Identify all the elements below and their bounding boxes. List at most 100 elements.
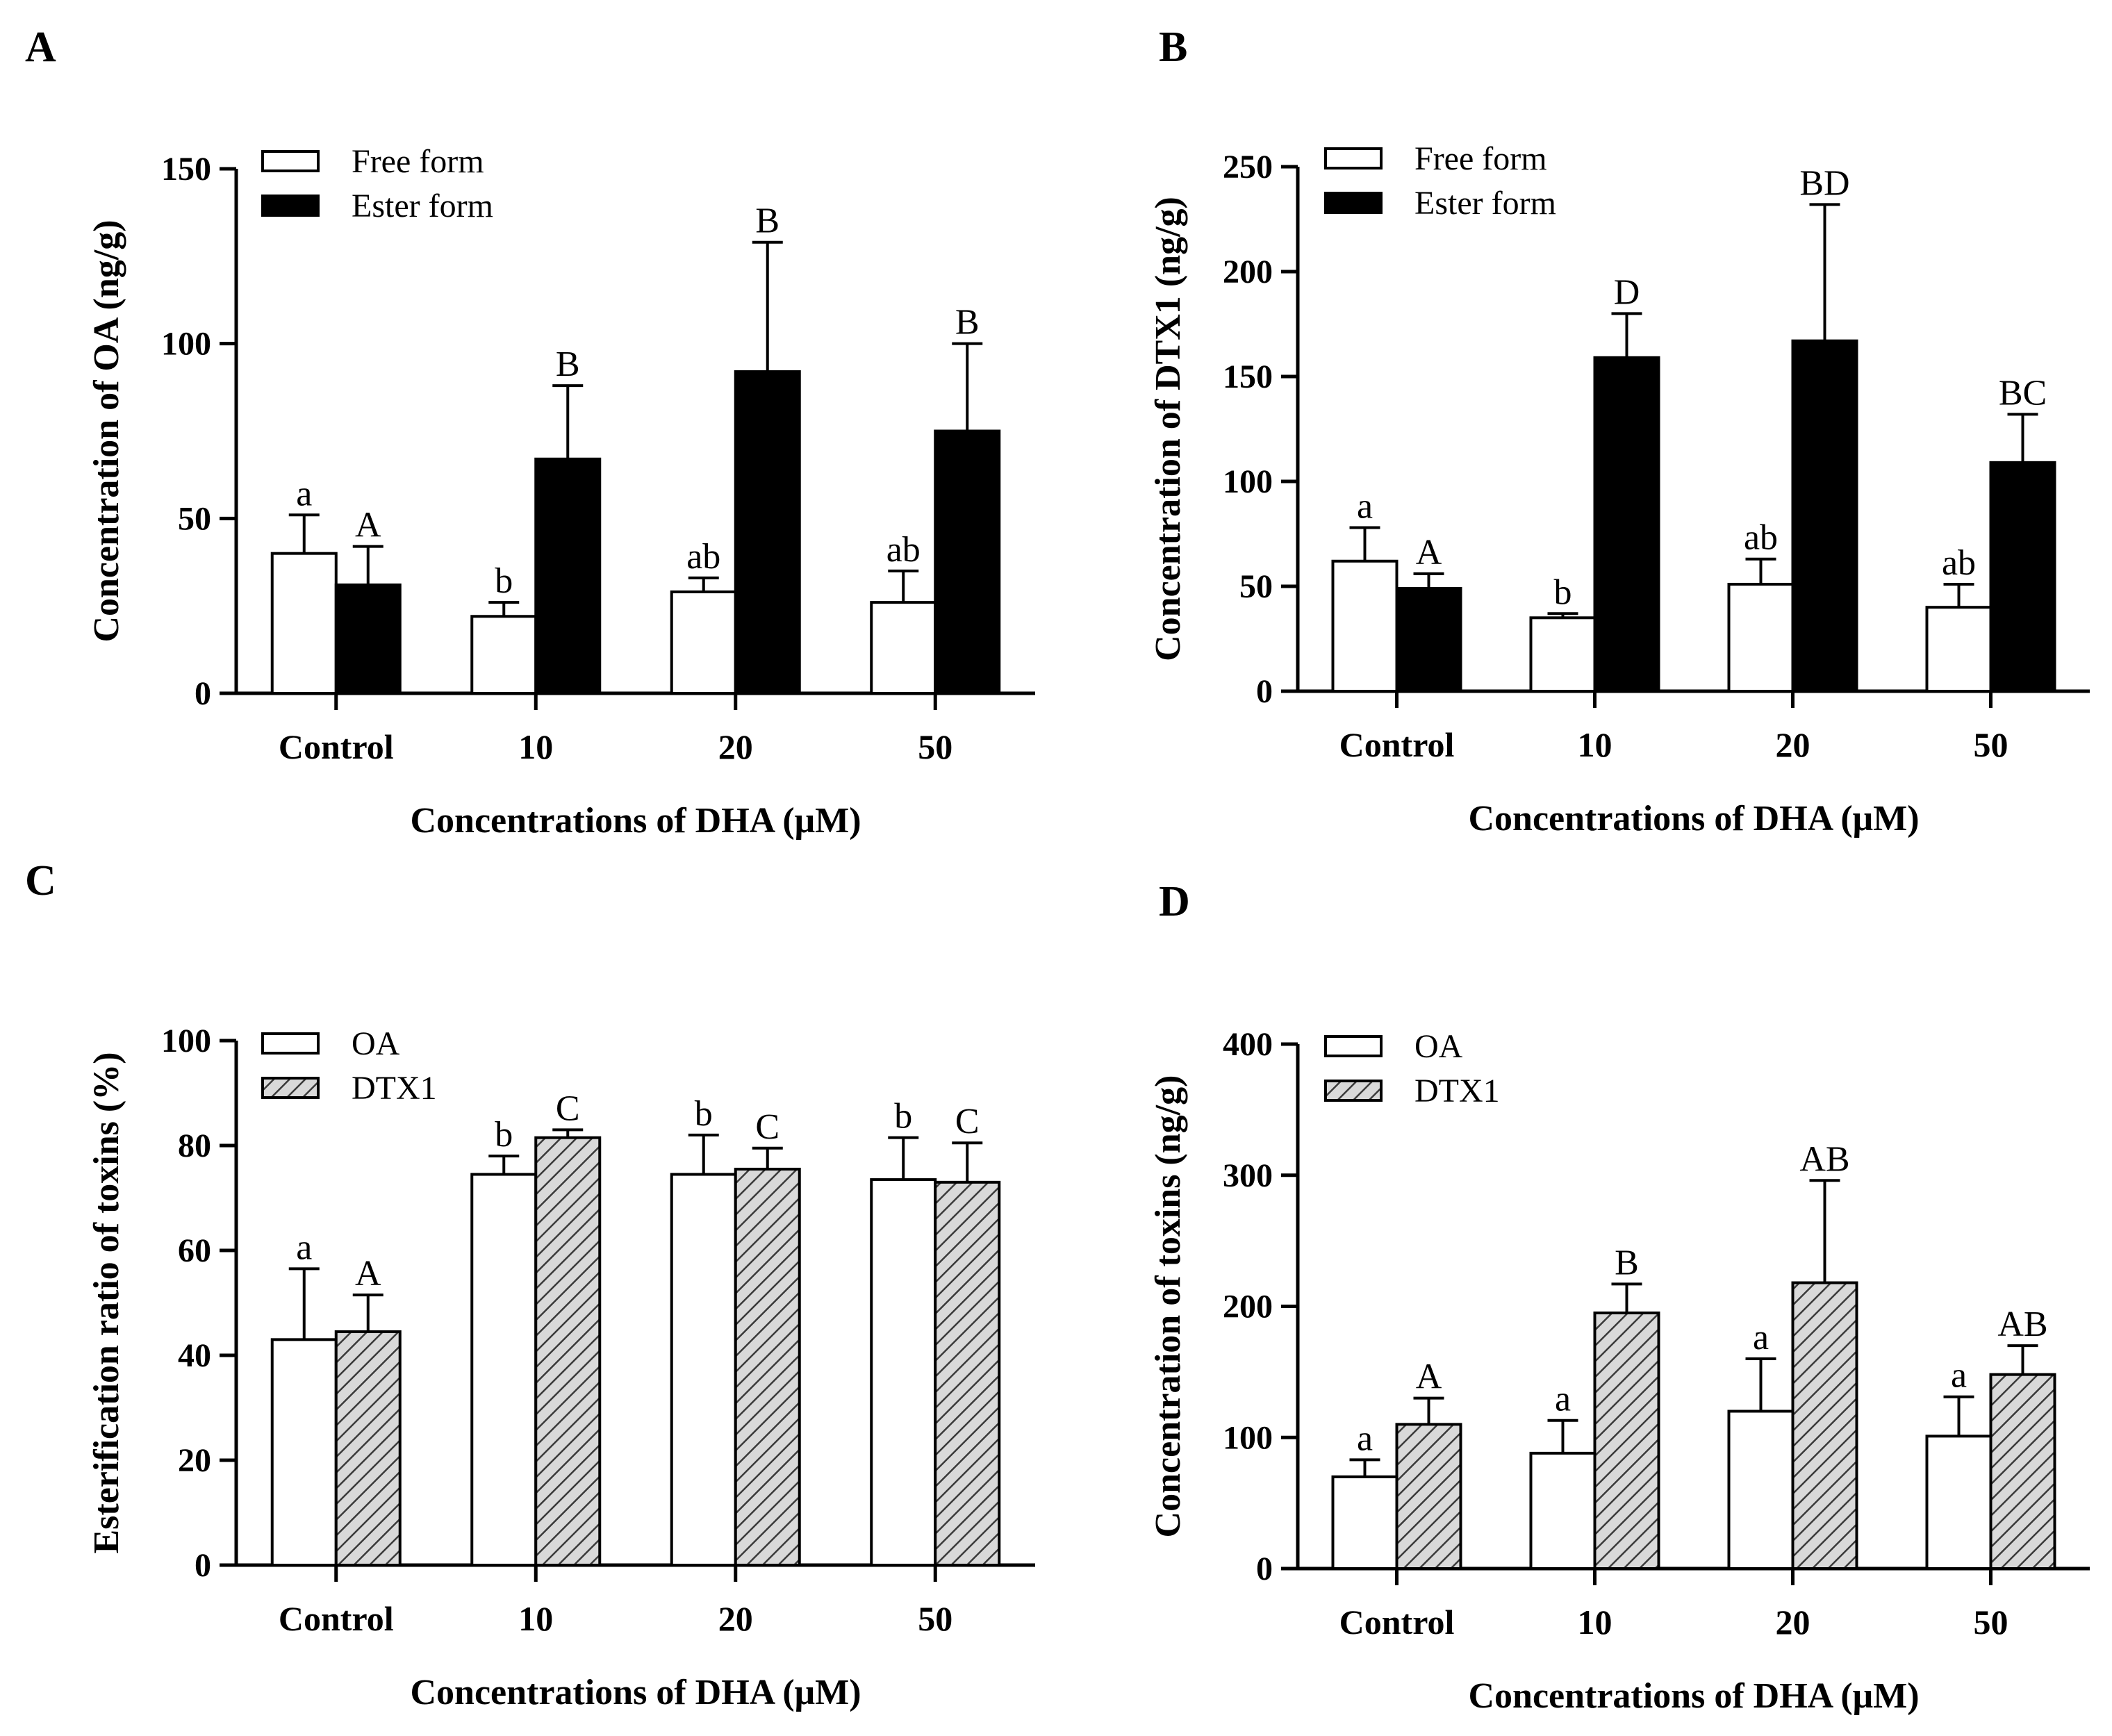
legend-label: OA — [352, 1025, 400, 1062]
significance-letter: C — [556, 1089, 580, 1128]
bar — [270, 552, 338, 695]
bar — [534, 1136, 602, 1567]
panel-label: B — [1159, 24, 1187, 71]
y-tick-label: 200 — [1223, 1289, 1273, 1325]
bar — [734, 1167, 801, 1566]
x-tick-label: Control — [1339, 1603, 1455, 1642]
significance-letter: A — [355, 1254, 381, 1293]
y-tick-label: 100 — [1223, 463, 1273, 500]
y-tick-label: 60 — [178, 1232, 211, 1269]
y-tick-label: 250 — [1223, 149, 1273, 185]
x-tick-label: 50 — [918, 1599, 952, 1638]
significance-letter: ab — [686, 537, 720, 577]
bar — [1989, 1373, 2056, 1571]
bar — [1593, 1311, 1660, 1570]
legend-swatch — [1324, 147, 1383, 170]
legend-swatch — [1324, 192, 1383, 214]
legend-swatch — [1324, 1035, 1383, 1057]
bar — [270, 1338, 338, 1566]
significance-letter: ab — [1942, 543, 1976, 583]
significance-letter: D — [1614, 272, 1640, 312]
y-tick-label: 300 — [1223, 1157, 1273, 1194]
significance-letter: BC — [1999, 373, 2047, 413]
y-tick-label: 0 — [1256, 1551, 1273, 1587]
x-tick-label: 50 — [918, 727, 952, 766]
bar — [734, 370, 801, 695]
y-axis-label: Concentration of toxins (ng/g) — [1148, 1075, 1188, 1538]
y-tick-label: 80 — [178, 1127, 211, 1164]
y-tick-label: 400 — [1223, 1026, 1273, 1063]
legend-label: OA — [1414, 1028, 1463, 1065]
y-tick-label: 150 — [1223, 358, 1273, 395]
y-tick-label: 50 — [1239, 568, 1273, 605]
y-tick-label: 40 — [178, 1337, 211, 1374]
y-tick-label: 100 — [161, 1023, 211, 1059]
bar — [1727, 1410, 1795, 1570]
significance-letter: b — [1554, 572, 1572, 612]
bar — [334, 1330, 402, 1567]
bar — [470, 1173, 538, 1566]
significance-letter: a — [1753, 1318, 1769, 1357]
legend-swatch — [261, 1077, 320, 1099]
significance-letter: b — [495, 1115, 513, 1155]
legend-label: DTX1 — [352, 1070, 437, 1107]
legend-label: Ester form — [1414, 185, 1556, 222]
significance-letter: ab — [886, 530, 921, 570]
legend-swatch — [261, 195, 320, 217]
x-tick-label: 20 — [1776, 725, 1810, 764]
x-tick-label: Control — [1339, 725, 1455, 764]
y-axis-label: Concentration of OA (ng/g) — [87, 220, 126, 642]
bar — [1925, 606, 1993, 693]
panel-label: A — [25, 24, 56, 71]
panel-label: D — [1159, 878, 1190, 925]
significance-letter: A — [1416, 1357, 1442, 1397]
significance-letter: A — [1416, 533, 1442, 572]
x-axis-label: Concentrations of DHA (μM) — [410, 1673, 861, 1712]
bar — [1593, 356, 1660, 693]
x-tick-label: 20 — [718, 1599, 753, 1638]
bar — [1529, 616, 1597, 693]
x-axis-label: Concentrations of DHA (μM) — [1468, 1676, 1919, 1716]
significance-letter: B — [556, 345, 580, 384]
bar — [1925, 1435, 1993, 1571]
legend-label: Free form — [1414, 140, 1547, 177]
panel-label: C — [25, 857, 56, 904]
chart-panel-d: D 0 100 200 300 400 Control a A 10 a B 20 a AB 50 a AB Con… — [1148, 878, 2090, 1716]
legend-label: Ester form — [352, 188, 493, 224]
legend-swatch — [261, 1032, 320, 1055]
bar — [870, 1178, 937, 1566]
bar — [670, 590, 737, 695]
bar — [934, 429, 1001, 695]
significance-letter: B — [955, 303, 980, 342]
significance-letter: b — [894, 1097, 912, 1136]
significance-letter: B — [755, 201, 779, 241]
bar — [534, 457, 602, 695]
significance-letter: A — [355, 506, 381, 545]
chart-panel-a: A 0 50 100 150 Control a A 10 b B 20 ab B 50 ab B Concent… — [25, 24, 1035, 841]
y-tick-label: 0 — [195, 1547, 211, 1584]
significance-letter: C — [755, 1107, 779, 1147]
x-tick-label: 50 — [1974, 725, 2008, 764]
bar — [470, 615, 538, 695]
x-tick-label: Control — [279, 1599, 394, 1638]
y-tick-label: 0 — [1256, 673, 1273, 710]
y-tick-label: 100 — [161, 326, 211, 363]
y-tick-label: 100 — [1223, 1419, 1273, 1456]
bar — [1529, 1451, 1597, 1570]
x-axis-label: Concentrations of DHA (μM) — [410, 801, 861, 841]
significance-letter: a — [296, 474, 312, 513]
significance-letter: b — [695, 1094, 713, 1134]
bar — [1989, 461, 2056, 693]
x-tick-label: 10 — [518, 1599, 553, 1638]
x-tick-label: 10 — [1578, 725, 1612, 764]
bar — [1331, 559, 1399, 693]
significance-letter: a — [296, 1227, 312, 1267]
y-axis-label: Concentration of DTX1 (ng/g) — [1148, 197, 1188, 661]
significance-letter: a — [1951, 1356, 1967, 1396]
bar — [1791, 339, 1858, 693]
legend-swatch — [1324, 1080, 1383, 1102]
bar — [934, 1180, 1001, 1566]
significance-letter: C — [955, 1102, 980, 1141]
x-axis-label: Concentrations of DHA (μM) — [1468, 799, 1919, 838]
